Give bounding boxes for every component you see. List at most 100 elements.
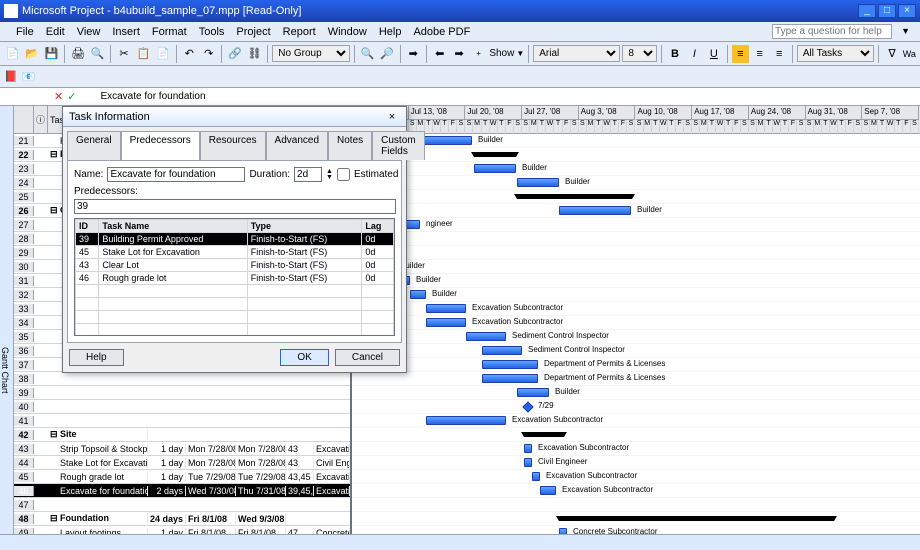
gantt-row[interactable]: Sediment Control Inspector — [352, 330, 920, 344]
predecessor-row[interactable]: 43Clear LotFinish-to-Start (FS)0d — [76, 259, 394, 272]
grid-header[interactable]: Lag — [362, 220, 394, 233]
gantt-row[interactable]: Builder — [352, 274, 920, 288]
task-row[interactable]: 43Strip Topsoil & Stockpile1 dayMon 7/28… — [14, 442, 350, 456]
gantt-task-bar[interactable] — [532, 472, 540, 481]
gantt-task-bar[interactable] — [517, 178, 559, 187]
gantt-task-bar[interactable] — [517, 388, 549, 397]
outdent-button[interactable]: ⬅ — [431, 45, 448, 63]
close-button[interactable]: × — [898, 4, 916, 18]
formula-cancel-icon[interactable]: ✕ — [54, 90, 63, 103]
gantt-task-bar[interactable] — [426, 318, 466, 327]
print-preview-button[interactable]: 🔍 — [89, 45, 106, 63]
menu-adobe-pdf[interactable]: Adobe PDF — [407, 26, 476, 38]
gantt-row[interactable] — [352, 428, 920, 442]
group-combo[interactable]: No Group — [272, 45, 349, 62]
dialog-tab-custom-fields[interactable]: Custom Fields — [372, 131, 424, 160]
gantt-summary-bar[interactable] — [524, 432, 564, 437]
gantt-row[interactable]: 7/29 — [352, 400, 920, 414]
gantt-row[interactable]: Concrete Subcontractor — [352, 526, 920, 534]
gantt-row[interactable] — [352, 512, 920, 526]
grid-header[interactable]: ID — [76, 220, 99, 233]
task-row[interactable]: 46Excavate for foundation2 daysWed 7/30/… — [14, 484, 350, 498]
predecessor-row-empty[interactable] — [76, 324, 394, 337]
gantt-row[interactable]: Builder — [352, 134, 920, 148]
gantt-row[interactable]: Builder — [352, 162, 920, 176]
task-row[interactable]: 44Stake Lot for Excavation1 dayMon 7/28/… — [14, 456, 350, 470]
gantt-task-bar[interactable] — [474, 164, 516, 173]
align-left-button[interactable]: ≡ — [732, 45, 749, 63]
help-dropdown-icon[interactable]: ▼ — [895, 26, 916, 36]
gantt-row[interactable]: Department of Permits & Licenses — [352, 372, 920, 386]
minimize-button[interactable]: _ — [858, 4, 876, 18]
grid-header[interactable]: Type — [247, 220, 362, 233]
dialog-tab-resources[interactable]: Resources — [200, 131, 266, 160]
gantt-row[interactable] — [352, 148, 920, 162]
gantt-row[interactable]: Builder — [352, 204, 920, 218]
view-sidebar[interactable]: Gantt Chart — [0, 106, 14, 534]
menu-report[interactable]: Report — [277, 26, 322, 38]
task-name-input[interactable] — [107, 167, 245, 182]
menu-view[interactable]: View — [71, 26, 107, 38]
menu-window[interactable]: Window — [322, 26, 373, 38]
unlink-button[interactable]: ⛓ — [246, 45, 263, 63]
gantt-row[interactable] — [352, 498, 920, 512]
task-row[interactable]: 45Rough grade lot1 dayTue 7/29/08Tue 7/2… — [14, 470, 350, 484]
gantt-row[interactable]: Builder — [352, 386, 920, 400]
indent-button[interactable]: ➡ — [450, 45, 467, 63]
align-center-button[interactable]: ≡ — [751, 45, 768, 63]
gantt-row[interactable]: Excavation Subcontractor — [352, 470, 920, 484]
new-button[interactable]: 📄 — [4, 45, 21, 63]
save-button[interactable]: 💾 — [43, 45, 60, 63]
fontsize-combo[interactable]: 8 — [622, 45, 657, 62]
gantt-summary-bar[interactable] — [517, 194, 632, 199]
predecessor-row-empty[interactable] — [76, 311, 394, 324]
task-row[interactable]: 38 — [14, 372, 350, 386]
dialog-tab-general[interactable]: General — [67, 131, 121, 160]
menu-tools[interactable]: Tools — [193, 26, 231, 38]
gantt-row[interactable]: Builder — [352, 176, 920, 190]
ok-button[interactable]: OK — [280, 349, 328, 366]
gantt-row[interactable]: Civil Engineer — [352, 456, 920, 470]
menu-file[interactable]: File — [10, 26, 40, 38]
gantt-task-bar[interactable] — [540, 486, 556, 495]
gantt-task-bar[interactable] — [482, 360, 538, 369]
pred-entry-input[interactable] — [74, 199, 396, 214]
autofilter-button[interactable]: ∇ — [883, 45, 900, 63]
duration-input[interactable] — [294, 167, 322, 182]
underline-button[interactable]: U — [705, 45, 722, 63]
formula-content[interactable]: Excavate for foundation — [80, 91, 205, 102]
gantt-task-bar[interactable] — [482, 374, 538, 383]
gantt-row[interactable]: Excavation Subcontractor — [352, 302, 920, 316]
predecessor-row[interactable]: 46Rough grade lotFinish-to-Start (FS)0d — [76, 272, 394, 285]
align-right-button[interactable]: ≡ — [770, 45, 787, 63]
cut-button[interactable]: ✂ — [115, 45, 132, 63]
task-row[interactable]: 39 — [14, 386, 350, 400]
italic-button[interactable]: I — [686, 45, 703, 63]
gantt-row[interactable]: Builder — [352, 288, 920, 302]
goto-button[interactable]: ➡ — [405, 45, 422, 63]
font-combo[interactable]: Arial — [533, 45, 620, 62]
gantt-row[interactable] — [352, 246, 920, 260]
task-row[interactable]: 41 — [14, 414, 350, 428]
pdf-button[interactable]: 📕 — [4, 70, 18, 83]
gantt-row[interactable] — [352, 190, 920, 204]
gantt-row[interactable]: Builder — [352, 260, 920, 274]
gantt-task-bar[interactable] — [410, 290, 426, 299]
bold-button[interactable]: B — [666, 45, 683, 63]
gantt-row[interactable]: ngineer — [352, 218, 920, 232]
dialog-tab-predecessors[interactable]: Predecessors — [121, 131, 200, 160]
help-search-input[interactable] — [772, 24, 892, 39]
show-button[interactable]: + — [470, 45, 487, 63]
gantt-row[interactable] — [352, 232, 920, 246]
indicator-header[interactable]: ⓘ — [34, 106, 48, 133]
menu-insert[interactable]: Insert — [106, 26, 146, 38]
gantt-task-bar[interactable] — [466, 332, 506, 341]
gantt-task-bar[interactable] — [524, 458, 532, 467]
predecessor-row-empty[interactable] — [76, 298, 394, 311]
open-button[interactable]: 📂 — [23, 45, 40, 63]
predecessor-row[interactable]: 45Stake Lot for ExcavationFinish-to-Star… — [76, 246, 394, 259]
pdf-mail-button[interactable]: 📧 — [22, 70, 36, 83]
gantt-body[interactable]: BuilderBuilderBuilderBuilderngineerBuild… — [352, 134, 920, 534]
predecessor-row-empty[interactable] — [76, 285, 394, 298]
menu-help[interactable]: Help — [373, 26, 408, 38]
